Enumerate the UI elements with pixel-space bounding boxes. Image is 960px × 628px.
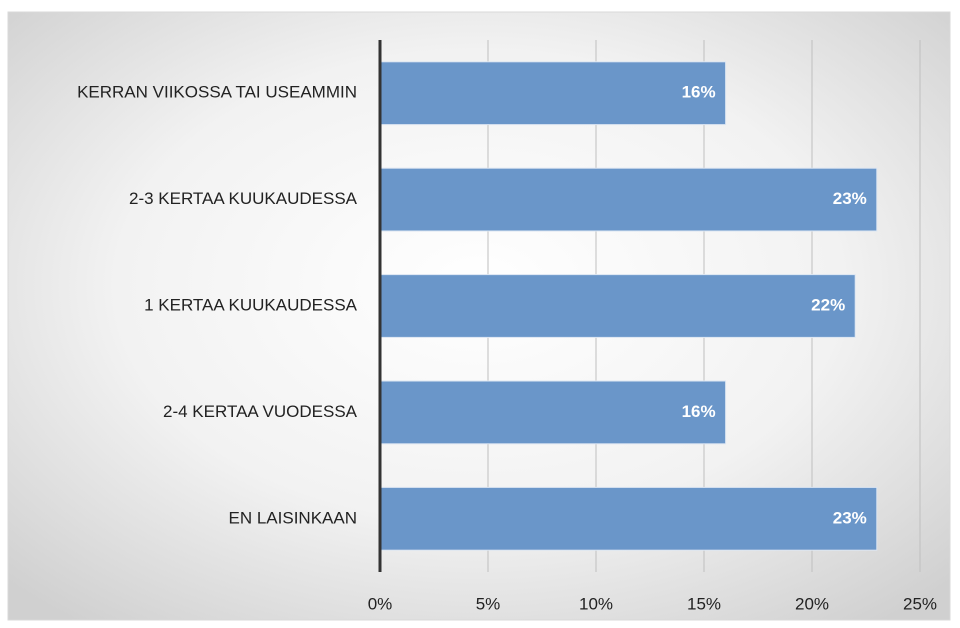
x-tick-label: 20% [795, 594, 829, 613]
bar [379, 167, 878, 232]
bar [379, 61, 727, 126]
bar [379, 274, 856, 338]
bar [379, 380, 727, 445]
x-tick-label: 5% [476, 594, 501, 613]
data-label: 16% [682, 83, 716, 102]
x-tick-label: 25% [903, 594, 937, 613]
data-label: 23% [833, 508, 867, 527]
y-tick-label: KERRAN VIIKOSSA TAI USEAMMIN [77, 83, 357, 102]
x-tick-label: 0% [368, 594, 393, 613]
x-tick-label: 15% [687, 594, 721, 613]
data-label: 22% [811, 295, 845, 314]
y-tick-label: 2-4 KERTAA VUODESSA [163, 402, 358, 421]
x-tick-label: 10% [579, 594, 613, 613]
bar [379, 486, 878, 551]
y-tick-label: 1 KERTAA KUUKAUDESSA [144, 295, 358, 314]
y-tick-label: EN LAISINKAAN [229, 508, 358, 527]
data-label: 16% [682, 402, 716, 421]
data-label: 23% [833, 189, 867, 208]
y-tick-label: 2-3 KERTAA KUUKAUDESSA [129, 189, 358, 208]
